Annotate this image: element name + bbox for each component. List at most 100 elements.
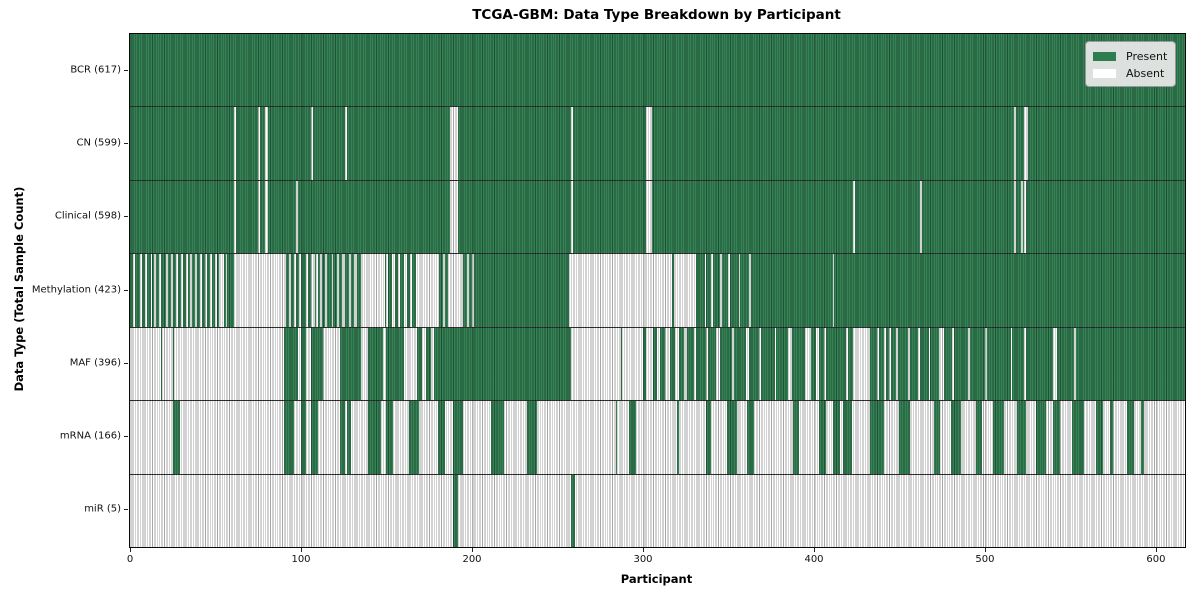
present-run — [408, 401, 419, 474]
absent-run — [448, 254, 464, 327]
absent-run — [430, 327, 435, 401]
present-run — [437, 401, 445, 474]
present-run — [300, 401, 307, 474]
absent-run — [853, 327, 871, 401]
present-run — [490, 401, 505, 474]
legend-label: Absent — [1126, 66, 1165, 80]
absent-run — [694, 327, 696, 401]
xtick-mark — [301, 548, 302, 552]
ytick-label-maf: MAF (396) — [69, 357, 121, 369]
x-axis-label: Participant — [620, 572, 693, 586]
heatmap-row-clinical — [130, 179, 1185, 254]
absent-run — [336, 254, 339, 327]
ytick-label-bcr: BCR (617) — [70, 64, 121, 76]
present-run — [1036, 401, 1047, 474]
legend-swatch-absent — [1093, 68, 1116, 78]
absent-run — [646, 180, 652, 254]
present-run — [832, 401, 840, 474]
absent-run — [225, 254, 228, 327]
absent-run — [1024, 327, 1026, 401]
absent-run — [311, 254, 315, 327]
heatmap-row-mir — [130, 473, 1185, 547]
absent-run — [622, 327, 643, 401]
ytick-mark — [124, 509, 128, 510]
absent-run — [306, 327, 312, 401]
present-run — [311, 401, 319, 474]
gridline-x — [814, 34, 815, 547]
xtick-label: 500 — [975, 554, 995, 565]
absent-run — [1020, 180, 1023, 254]
absent-run — [952, 327, 955, 401]
absent-run — [200, 254, 202, 327]
ytick-label-mir: miR (5) — [84, 503, 121, 515]
ytick-mark — [124, 290, 128, 291]
absent-run — [258, 180, 260, 254]
absent-run — [234, 180, 236, 254]
heatmap-row-maf — [130, 326, 1185, 401]
absent-run — [323, 327, 341, 401]
absent-run — [704, 254, 707, 327]
absent-run — [306, 254, 308, 327]
xtick-label: 600 — [1146, 554, 1166, 565]
ytick-mark — [124, 436, 128, 437]
absent-run — [215, 254, 218, 327]
plot-area: Present Absent — [129, 33, 1186, 548]
absent-run — [449, 107, 459, 180]
absent-run — [1014, 180, 1016, 254]
present-run — [340, 401, 346, 474]
absent-run — [673, 254, 696, 327]
absent-run — [410, 254, 413, 327]
present-run — [1072, 401, 1085, 474]
absent-run — [295, 180, 298, 254]
absent-run — [571, 327, 621, 401]
absent-run — [665, 327, 671, 401]
absent-run — [345, 107, 348, 180]
xtick-label: 200 — [462, 554, 482, 565]
present-run — [706, 401, 712, 474]
absent-run — [774, 327, 777, 401]
present-run — [1053, 401, 1061, 474]
ytick-mark — [124, 70, 128, 71]
ytick-mark — [124, 143, 128, 144]
legend: Present Absent — [1085, 41, 1176, 87]
xtick-mark — [984, 548, 986, 552]
absent-run — [1024, 180, 1026, 254]
present-run — [843, 401, 852, 474]
absent-run — [403, 327, 418, 401]
absent-run — [919, 180, 922, 254]
present-run — [526, 401, 537, 474]
present-run — [1126, 401, 1134, 474]
absent-run — [449, 180, 459, 254]
gridline-x — [984, 34, 986, 547]
gridline-x — [472, 34, 473, 547]
present-run — [976, 401, 982, 474]
absent-run — [130, 327, 161, 401]
absent-run — [846, 327, 849, 401]
absent-run — [466, 254, 469, 327]
xtick-mark — [814, 548, 815, 552]
present-run — [870, 401, 885, 474]
absent-run — [716, 327, 720, 401]
absent-run — [967, 327, 970, 401]
absent-run — [150, 254, 153, 327]
absent-run — [646, 327, 654, 401]
absent-run — [189, 254, 192, 327]
ytick-mark — [124, 216, 128, 217]
absent-run — [646, 107, 652, 180]
absent-run — [719, 254, 722, 327]
chart-title: TCGA-GBM: Data Type Breakdown by Partici… — [472, 7, 841, 23]
absent-run — [165, 254, 168, 327]
absent-run — [174, 327, 284, 401]
ytick-label-clinical: Clinical (598) — [54, 210, 121, 222]
ytick-label-methylation: Methylation (423) — [31, 284, 121, 295]
absent-run — [571, 107, 573, 180]
absent-run — [398, 254, 401, 327]
absent-run — [1014, 107, 1016, 180]
absent-run — [422, 327, 426, 401]
present-run — [1109, 401, 1114, 474]
absent-run — [297, 327, 301, 401]
absent-run — [442, 254, 445, 327]
absent-run — [386, 254, 389, 327]
absent-run — [194, 254, 197, 327]
